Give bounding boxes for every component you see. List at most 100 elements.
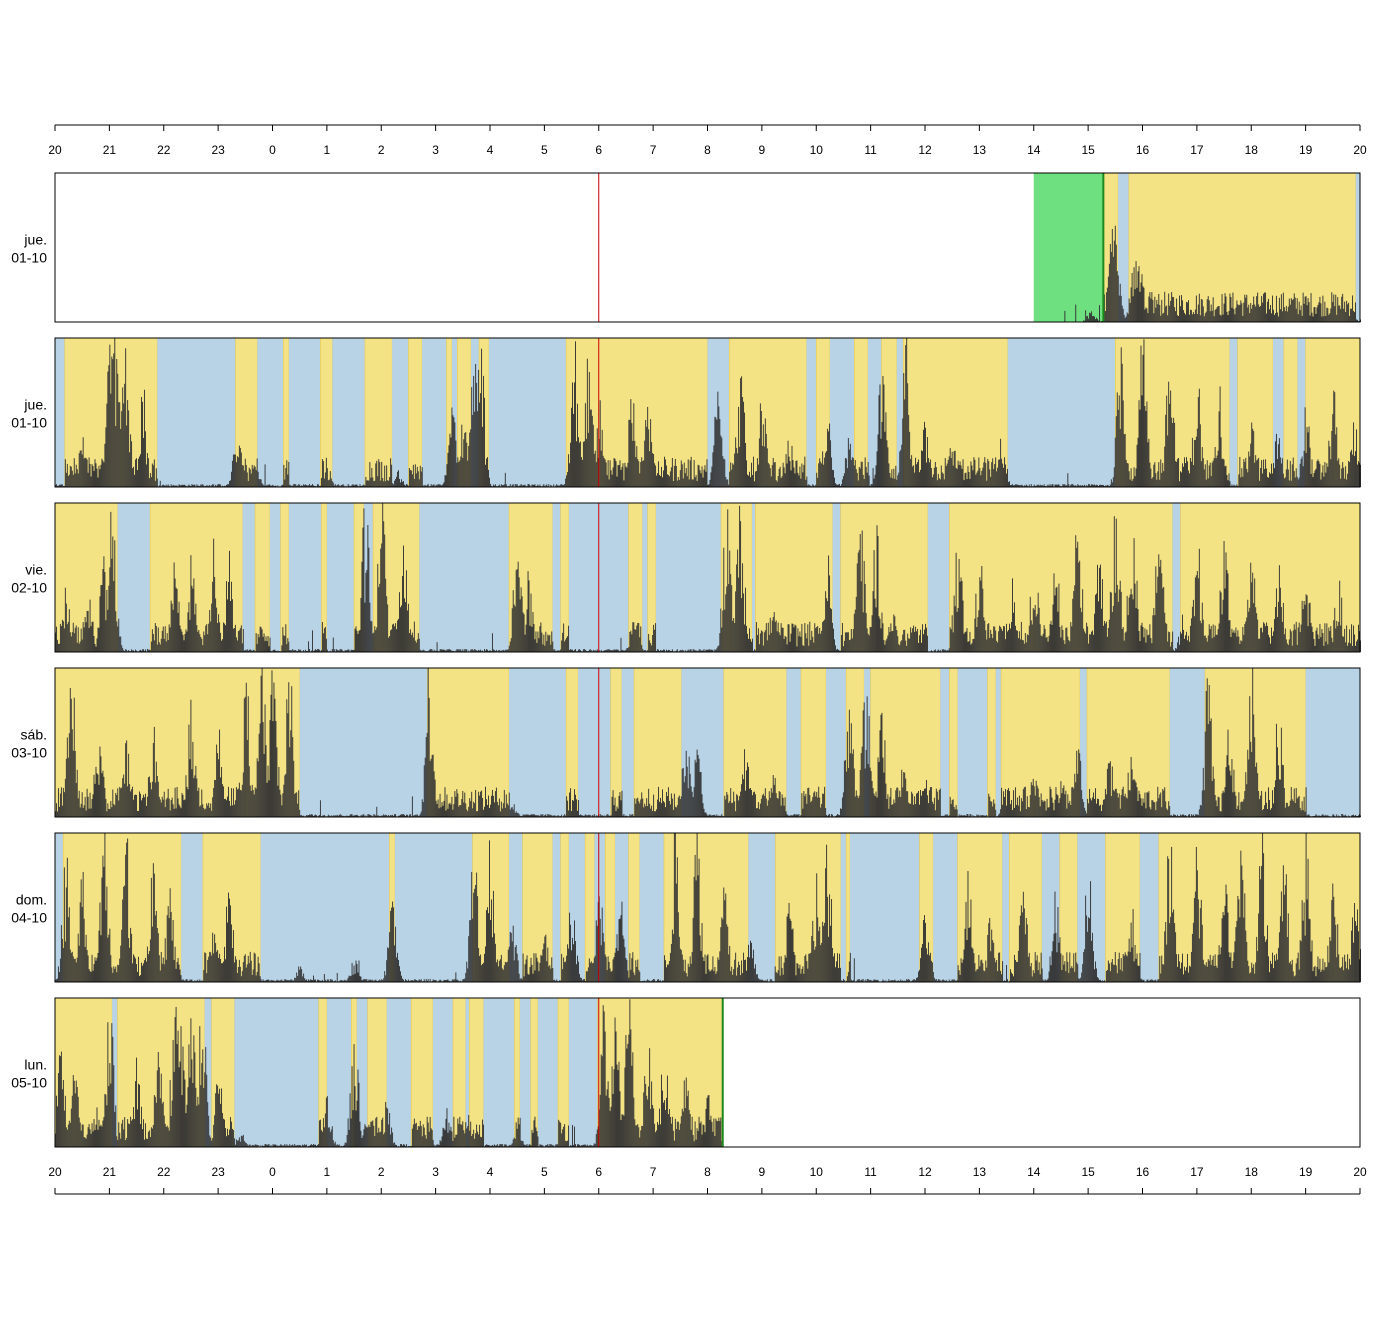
activity-bar	[1050, 620, 1052, 652]
activity-bar	[1043, 625, 1045, 652]
activity-bar	[1043, 800, 1045, 817]
activity-bar	[381, 815, 383, 817]
activity-bar	[702, 650, 704, 652]
activity-bar	[531, 626, 533, 652]
activity-bar	[590, 961, 592, 982]
top-tick-label: 8	[704, 143, 711, 157]
activity-bar	[171, 485, 173, 487]
activity-bar	[518, 814, 520, 817]
sleep-segment	[326, 503, 355, 652]
activity-bar	[409, 814, 411, 817]
activity-bar	[1235, 627, 1237, 652]
activity-bar	[471, 872, 473, 982]
activity-bar	[902, 787, 904, 817]
activity-bar	[204, 952, 206, 982]
activity-bar	[1240, 300, 1242, 322]
activity-bar	[751, 462, 752, 487]
activity-bar	[278, 980, 280, 982]
activity-bar	[1107, 763, 1109, 817]
activity-bar	[1072, 598, 1074, 652]
activity-bar	[1143, 637, 1145, 652]
activity-bar	[73, 697, 75, 817]
activity-bar	[387, 480, 389, 487]
activity-bar	[238, 959, 240, 982]
activity-bar	[954, 809, 956, 817]
activity-bar	[800, 814, 802, 817]
activity-bar	[381, 543, 383, 652]
activity-bar	[675, 465, 677, 487]
activity-bar	[828, 814, 830, 817]
activity-bar	[68, 907, 70, 982]
activity-bar	[1352, 815, 1354, 817]
activity-bar	[1274, 441, 1276, 487]
activity-bar	[694, 759, 696, 817]
activity-bar	[181, 484, 183, 487]
activity-bar	[308, 815, 310, 817]
activity-bar	[110, 511, 112, 652]
activity-bar	[352, 649, 354, 652]
activity-bar	[931, 477, 933, 487]
activity-bar	[1168, 293, 1170, 322]
activity-bar	[1071, 787, 1073, 817]
activity-bar	[543, 484, 545, 487]
activity-bar	[611, 970, 613, 982]
activity-bar	[1066, 627, 1068, 652]
activity-bar	[701, 466, 703, 487]
activity-bar	[719, 419, 721, 487]
activity-bar	[110, 393, 112, 487]
activity-bar	[1019, 485, 1021, 487]
activity-bar	[1016, 630, 1018, 652]
activity-bar	[660, 650, 661, 652]
activity-bar	[260, 675, 262, 817]
activity-bar	[1230, 775, 1232, 817]
activity-bar	[410, 980, 412, 982]
activity-bar	[847, 438, 849, 487]
activity-bar	[170, 600, 172, 652]
activity-bar	[420, 650, 422, 652]
activity-bar	[1273, 314, 1275, 322]
activity-bar	[144, 431, 146, 487]
activity-bar	[966, 479, 968, 487]
activity-bar	[1135, 782, 1137, 817]
activity-bar	[1159, 794, 1161, 817]
activity-bar	[216, 744, 218, 817]
activity-bar	[611, 796, 613, 817]
activity-bar	[430, 484, 432, 487]
activity-bar	[348, 649, 350, 652]
activity-bar	[195, 603, 197, 652]
activity-bar	[1258, 791, 1260, 817]
activity-bar	[284, 636, 286, 652]
activity-bar	[1178, 457, 1180, 487]
activity-bar	[539, 962, 541, 982]
activity-bar	[651, 805, 653, 817]
activity-bar	[938, 789, 940, 817]
activity-bar	[1298, 795, 1300, 817]
activity-bar	[57, 485, 59, 487]
activity-bar	[1250, 303, 1252, 322]
activity-bar	[726, 586, 728, 652]
activity-bar	[1052, 604, 1054, 652]
activity-bar	[1336, 814, 1338, 817]
activity-bar	[522, 485, 524, 487]
activity-bar	[503, 484, 505, 487]
activity-bar	[1066, 808, 1068, 817]
activity-bar	[866, 696, 868, 817]
activity-bar	[85, 622, 87, 652]
activity-bar	[108, 365, 110, 487]
activity-bar	[1354, 456, 1356, 487]
activity-bar	[1014, 484, 1016, 487]
activity-bar	[893, 799, 895, 817]
activity-bar	[378, 815, 380, 817]
activity-bar	[203, 485, 205, 487]
activity-bar	[142, 797, 143, 817]
activity-bar	[1063, 785, 1065, 817]
activity-bar	[987, 624, 989, 652]
activity-bar	[475, 884, 477, 982]
activity-bar	[374, 980, 376, 982]
activity-bar	[257, 761, 259, 817]
activity-bar	[461, 798, 463, 817]
activity-bar	[411, 980, 413, 982]
activity-bar	[487, 804, 488, 817]
activity-bar	[1167, 435, 1169, 487]
activity-bar	[1047, 484, 1049, 487]
